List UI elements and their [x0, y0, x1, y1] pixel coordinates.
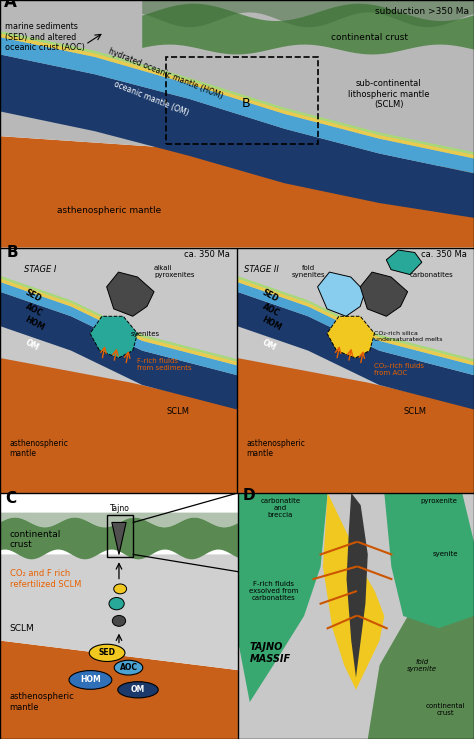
Polygon shape — [0, 136, 474, 248]
Text: HOM: HOM — [261, 316, 283, 333]
Text: carbonatite
and
breccia: carbonatite and breccia — [260, 498, 301, 518]
Bar — [107, 515, 133, 557]
Text: STAGE I: STAGE I — [24, 265, 56, 274]
Text: continental
crust: continental crust — [9, 530, 61, 549]
Text: CO₂ and F rich
refertilized SCLM: CO₂ and F rich refertilized SCLM — [9, 569, 81, 589]
Polygon shape — [0, 517, 238, 559]
Text: Tajno: Tajno — [110, 503, 130, 513]
Polygon shape — [327, 316, 374, 358]
Polygon shape — [0, 292, 237, 409]
Polygon shape — [237, 358, 474, 493]
Text: SCLM: SCLM — [403, 407, 427, 416]
Ellipse shape — [118, 681, 158, 698]
Text: ca. 350 Ma: ca. 350 Ma — [184, 251, 230, 259]
Text: hydrated oceanic mantle (HOM): hydrated oceanic mantle (HOM) — [108, 47, 224, 101]
Text: fold
synenites: fold synenites — [292, 265, 325, 278]
Text: B: B — [242, 98, 251, 110]
Polygon shape — [142, 0, 474, 27]
Text: carbonatites: carbonatites — [410, 272, 454, 278]
Polygon shape — [0, 248, 237, 493]
Polygon shape — [318, 272, 365, 316]
Polygon shape — [0, 37, 474, 173]
Polygon shape — [237, 292, 474, 409]
Polygon shape — [386, 250, 422, 275]
Polygon shape — [0, 55, 474, 218]
Text: SCLM: SCLM — [166, 407, 190, 416]
Polygon shape — [0, 282, 237, 375]
Text: asthenospheric
mantle: asthenospheric mantle — [9, 692, 74, 712]
Text: B: B — [7, 245, 19, 260]
Polygon shape — [0, 493, 238, 739]
Text: HOM: HOM — [24, 316, 46, 333]
Polygon shape — [323, 493, 384, 689]
Text: CO₂-rich silica
undersaturated melts: CO₂-rich silica undersaturated melts — [374, 331, 443, 342]
Polygon shape — [0, 278, 237, 365]
Ellipse shape — [109, 598, 124, 610]
Polygon shape — [90, 316, 137, 358]
Polygon shape — [0, 641, 238, 739]
Polygon shape — [237, 278, 474, 365]
Polygon shape — [237, 282, 474, 375]
Ellipse shape — [112, 616, 126, 626]
Polygon shape — [0, 0, 474, 168]
Polygon shape — [107, 272, 154, 316]
Text: TAJNO
MASSIF: TAJNO MASSIF — [250, 642, 291, 664]
Text: C: C — [5, 491, 16, 505]
Text: SED: SED — [261, 287, 280, 304]
Ellipse shape — [114, 660, 143, 675]
Ellipse shape — [89, 644, 125, 661]
Text: CO₂-rich fluids
from AOC: CO₂-rich fluids from AOC — [374, 363, 424, 376]
Text: SED: SED — [24, 287, 43, 304]
Text: F-rich fluids
exsolved from
carbonatites: F-rich fluids exsolved from carbonatites — [249, 582, 298, 602]
Polygon shape — [0, 276, 237, 361]
Text: HOM: HOM — [80, 675, 101, 684]
Polygon shape — [238, 493, 474, 739]
Text: asthenospheric mantle: asthenospheric mantle — [57, 206, 161, 215]
Text: F-rich fluids
from sediments: F-rich fluids from sediments — [137, 358, 192, 371]
Polygon shape — [0, 554, 238, 670]
Text: subduction >350 Ma: subduction >350 Ma — [375, 7, 469, 16]
Text: SCLM: SCLM — [9, 624, 34, 633]
Bar — [166, 57, 318, 143]
Polygon shape — [0, 358, 237, 493]
Text: AOC: AOC — [261, 302, 281, 319]
Text: OM: OM — [24, 338, 40, 353]
Text: pyroxenite: pyroxenite — [420, 498, 457, 504]
Ellipse shape — [69, 670, 112, 689]
Polygon shape — [0, 33, 474, 158]
Text: SED: SED — [99, 648, 116, 658]
Text: OM: OM — [261, 338, 277, 353]
Polygon shape — [0, 513, 238, 528]
Text: syenites: syenites — [130, 331, 159, 337]
Text: AOC: AOC — [24, 302, 44, 319]
Text: ca. 350 Ma: ca. 350 Ma — [421, 251, 467, 259]
Polygon shape — [238, 493, 328, 702]
Text: alkali
pyroxenites: alkali pyroxenites — [154, 265, 194, 278]
Text: oceanic mantle (OM): oceanic mantle (OM) — [113, 80, 190, 118]
Text: marine sediments
(SED) and altered
oceanic crust (AOC): marine sediments (SED) and altered ocean… — [5, 22, 85, 52]
Text: asthenospheric
mantle: asthenospheric mantle — [246, 439, 305, 458]
Text: fold
synenite: fold synenite — [407, 658, 437, 672]
Text: sub-continental
lithospheric mantle
(SCLM): sub-continental lithospheric mantle (SCL… — [348, 79, 429, 109]
Polygon shape — [360, 272, 408, 316]
Polygon shape — [237, 276, 474, 361]
Ellipse shape — [114, 584, 127, 594]
Polygon shape — [0, 31, 474, 154]
Polygon shape — [112, 522, 126, 554]
Polygon shape — [142, 4, 474, 55]
Polygon shape — [237, 248, 474, 493]
Text: AOC: AOC — [119, 663, 137, 672]
Text: OM: OM — [131, 685, 145, 694]
Text: syenite: syenite — [433, 551, 458, 557]
Polygon shape — [346, 493, 368, 678]
Text: STAGE II: STAGE II — [244, 265, 279, 274]
Text: D: D — [243, 488, 255, 503]
Text: asthenospheric
mantle: asthenospheric mantle — [9, 439, 68, 458]
Polygon shape — [368, 604, 474, 739]
Text: continental
crust: continental crust — [426, 703, 465, 716]
Polygon shape — [384, 493, 474, 628]
Text: A: A — [4, 0, 17, 11]
Text: continental crust: continental crust — [331, 33, 408, 41]
